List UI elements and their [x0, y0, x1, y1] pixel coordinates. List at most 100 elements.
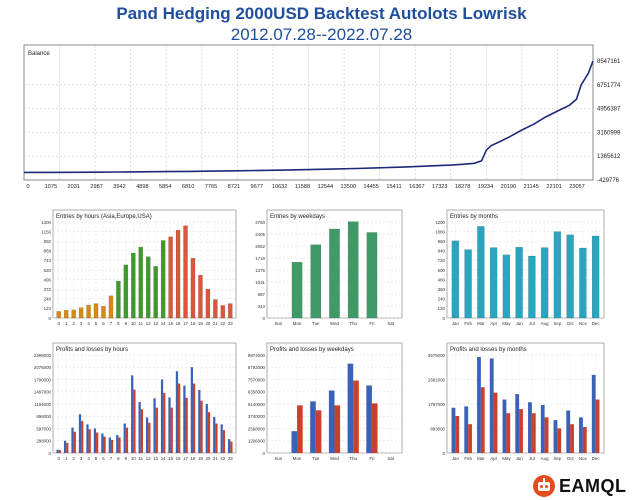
pl-months-loss-bar [493, 392, 498, 453]
pl-weekdays-y-tick: 1206000 [248, 439, 266, 444]
pl-months-profit-bar [515, 394, 520, 453]
pl-months-profit-bar [489, 358, 494, 453]
pl-weekdays-profit-bar [310, 401, 316, 453]
pl-weekdays-x-tick: Sat [387, 456, 394, 461]
pl-hours-title: Profits and losses by hours [56, 347, 128, 353]
pl-weekdays-loss-bar [334, 405, 341, 453]
entries-weekdays-bar [329, 228, 340, 319]
pl-weekdays-y-tick: 7570000 [248, 377, 266, 382]
entries-months-bar [591, 235, 600, 319]
brand-logo: EAMQL [532, 474, 640, 498]
pl-hours-x-tick: 15 [168, 456, 173, 461]
pl-months-y-tick: 0 [443, 451, 446, 456]
entries-weekdays-x-tick: Tue [312, 321, 320, 326]
chart-title: Pand Hedging 2000USD Backtest Autolots L… [116, 4, 527, 23]
entries-weekdays-y-tick: 1031 [255, 280, 265, 285]
balance-x-tick: 13500 [340, 184, 356, 190]
balance-x-tick: 7765 [205, 184, 217, 190]
entries-hours-y-tick: 744 [44, 258, 52, 263]
pl-hours-loss-bar [58, 450, 61, 453]
pl-months-loss-bar [506, 413, 511, 453]
entries-weekdays-bar [310, 244, 322, 319]
pl-months-loss-bar [557, 428, 562, 453]
entries-hours-y-tick: 0 [49, 316, 52, 321]
pl-months-profit-bar [451, 407, 456, 453]
entries-weekdays-x-tick: Sun [274, 321, 282, 326]
pl-hours-x-tick: 7 [110, 456, 113, 461]
pl-months-loss-bar [468, 424, 472, 453]
entries-months-y-tick: 600 [438, 268, 446, 273]
pl-months-loss-bar [570, 424, 574, 453]
pl-hours-x-tick: 10 [131, 456, 136, 461]
balance-x-tick: 5854 [159, 184, 171, 190]
pl-weekdays-x-tick: Thu [349, 456, 357, 461]
pl-hours-profit-bar [56, 449, 59, 453]
pl-months-x-tick: Mar [477, 456, 485, 461]
entries-months-y-tick: 840 [438, 249, 446, 254]
pl-months-profit-bar [553, 420, 558, 453]
entries-hours-y-tick: 992 [44, 239, 52, 244]
entries-hours-x-tick: 19 [198, 321, 203, 326]
entries-months-y-tick: 0 [443, 316, 446, 321]
entries-months-bar [540, 247, 549, 319]
pl-hours-x-tick: 4 [87, 456, 90, 461]
pl-months-profit-bar [464, 406, 469, 453]
pl-weekdays-profit-bar [291, 431, 298, 453]
entries-hours-bar [63, 310, 69, 319]
pl-hours-profit-bar [108, 437, 111, 453]
pl-hours-profit-bar [175, 371, 179, 453]
pl-weekdays-x-tick: Fri [369, 456, 374, 461]
balance-chart: Balance 8547161 6751774 4956387 3160999 13656… [23, 44, 621, 190]
pl-hours-y-tick: 1194000 [34, 402, 51, 407]
pl-weekdays-loss-bar [371, 403, 378, 453]
pl-hours-profit-bar [145, 417, 149, 453]
entries-hours-x-tick: 14 [161, 321, 166, 326]
pl-months-loss-bar [480, 387, 485, 453]
entries-hours-x-tick: 17 [183, 321, 188, 326]
entries-hours-x-tick: 0 [58, 321, 61, 326]
robot-icon [533, 475, 555, 497]
entries-hours-x-tick: 18 [191, 321, 196, 326]
entries-weekdays-y-tick: 2062 [255, 244, 265, 249]
pl-hours-loss-bar [192, 383, 196, 453]
balance-y-tick: 6751774 [597, 83, 621, 89]
pl-months-x-tick: Oct [567, 456, 575, 461]
pl-hours-y-tick: 298000 [36, 439, 51, 444]
pl-months-x-tick: Nov [579, 456, 588, 461]
pl-months-x-tick: Apr [490, 456, 497, 461]
pl-hours-loss-bar [230, 441, 233, 453]
pl-months-profit-bar [591, 374, 596, 453]
pl-hours-x-tick: 11 [138, 456, 143, 461]
pl-hours-loss-bar [66, 442, 69, 453]
entries-months-bar [579, 247, 587, 319]
pl-hours-loss-bar [133, 389, 136, 453]
entries-hours-bar [205, 289, 211, 319]
pl-hours-x-tick: 21 [213, 456, 218, 461]
balance-x-tick: 16367 [409, 184, 425, 190]
entries-months-title: Entries by months [450, 214, 498, 220]
pl-weekdays-y-tick: 3740000 [248, 414, 266, 419]
pl-weekdays-y-tick: 8792000 [248, 365, 266, 370]
pl-hours-loss-bar [207, 412, 211, 453]
balance-x-tick: 3942 [113, 184, 125, 190]
balance-x-tick: 2031 [68, 184, 80, 190]
entries-weekdays-bar [347, 221, 359, 319]
entries-hours-bar [220, 305, 226, 319]
pl-hours-x-tick: 22 [220, 456, 225, 461]
pl-hours-y-tick: 597000 [36, 426, 51, 431]
entries-months-x-tick: Jan [452, 321, 460, 326]
balance-label: Balance [28, 51, 50, 57]
pl-hours-loss-bar [118, 437, 121, 453]
entries-hours-frame [52, 209, 237, 319]
pl-hours-y-tick: 1497000 [34, 390, 52, 395]
entries-months-bar [515, 246, 523, 319]
pl-months-y-tick: 893000 [430, 426, 445, 431]
entries-hours-bar [116, 280, 121, 319]
pl-hours-profit-bar [220, 424, 223, 453]
entries-hours-title: Entries by hours (Asia,Europe,USA) [56, 214, 152, 220]
balance-y-tick: -429776 [597, 178, 620, 184]
pl-hours-frame [52, 342, 237, 454]
pl-hours-loss-bar [103, 436, 106, 453]
balance-x-tick: 9677 [251, 184, 263, 190]
pl-hours-x-tick: 8 [117, 456, 120, 461]
